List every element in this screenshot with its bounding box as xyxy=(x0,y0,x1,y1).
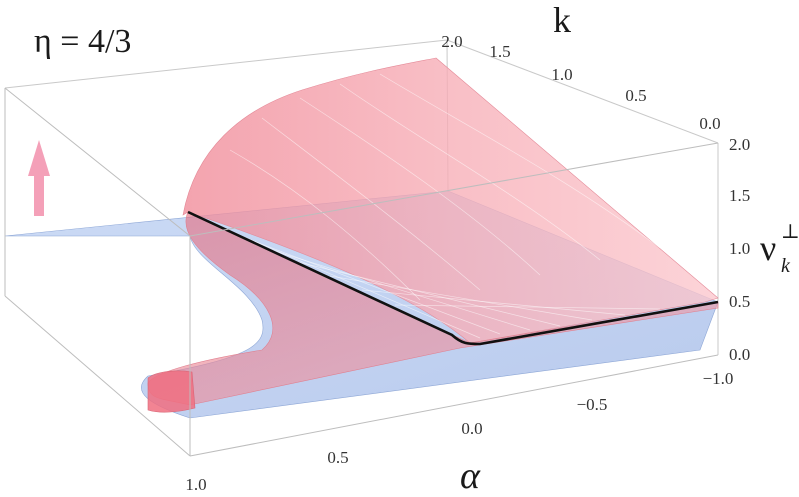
nu-axis-subscript: k xyxy=(781,255,791,277)
alpha-tick: −1.0 xyxy=(703,369,734,388)
k-tick: 0.5 xyxy=(625,86,646,105)
k-tick: 1.5 xyxy=(489,42,510,61)
alpha-axis-ticks: 1.0 0.5 0.0 −0.5 −1.0 xyxy=(185,369,733,494)
k-tick: 0.0 xyxy=(699,114,720,133)
k-tick: 2.0 xyxy=(441,32,462,51)
nu-tick: 0.5 xyxy=(729,292,750,311)
arrow-head xyxy=(28,140,50,176)
box-edge xyxy=(189,354,719,457)
title-eta: η = 4/3 xyxy=(34,23,131,60)
nu-tick: 1.5 xyxy=(729,186,750,205)
nu-tick: 0.0 xyxy=(729,345,750,364)
k-axis-ticks: 2.0 1.5 1.0 0.5 0.0 xyxy=(441,32,720,133)
box-edge xyxy=(189,142,719,237)
mesh xyxy=(213,73,661,339)
up-arrow xyxy=(28,140,50,216)
box-edge xyxy=(4,87,191,237)
nu-tick: 1.0 xyxy=(729,239,750,258)
k-tick: 1.0 xyxy=(551,65,572,84)
alpha-tick: 0.5 xyxy=(327,448,348,467)
pink-lip xyxy=(147,370,196,413)
nu-tick: 2.0 xyxy=(729,135,750,154)
nu-axis-ticks: 2.0 1.5 1.0 0.5 0.0 xyxy=(729,135,750,364)
box-edge xyxy=(446,39,719,144)
box-edge xyxy=(4,39,448,89)
pink-back-sheet xyxy=(182,57,719,344)
nu-axis-superscript: ⊥ xyxy=(781,221,799,243)
k-axis-label: k xyxy=(553,0,571,40)
critical-curve xyxy=(187,210,719,346)
alpha-tick: 0.0 xyxy=(461,419,482,438)
box-front xyxy=(4,87,719,457)
alpha-tick: −0.5 xyxy=(577,395,608,414)
box-edge xyxy=(4,295,191,457)
alpha-axis-label: α xyxy=(460,455,481,497)
alpha-tick: 1.0 xyxy=(185,475,206,494)
arrow-shaft xyxy=(34,174,44,216)
nu-axis-label: ν xyxy=(760,228,776,268)
